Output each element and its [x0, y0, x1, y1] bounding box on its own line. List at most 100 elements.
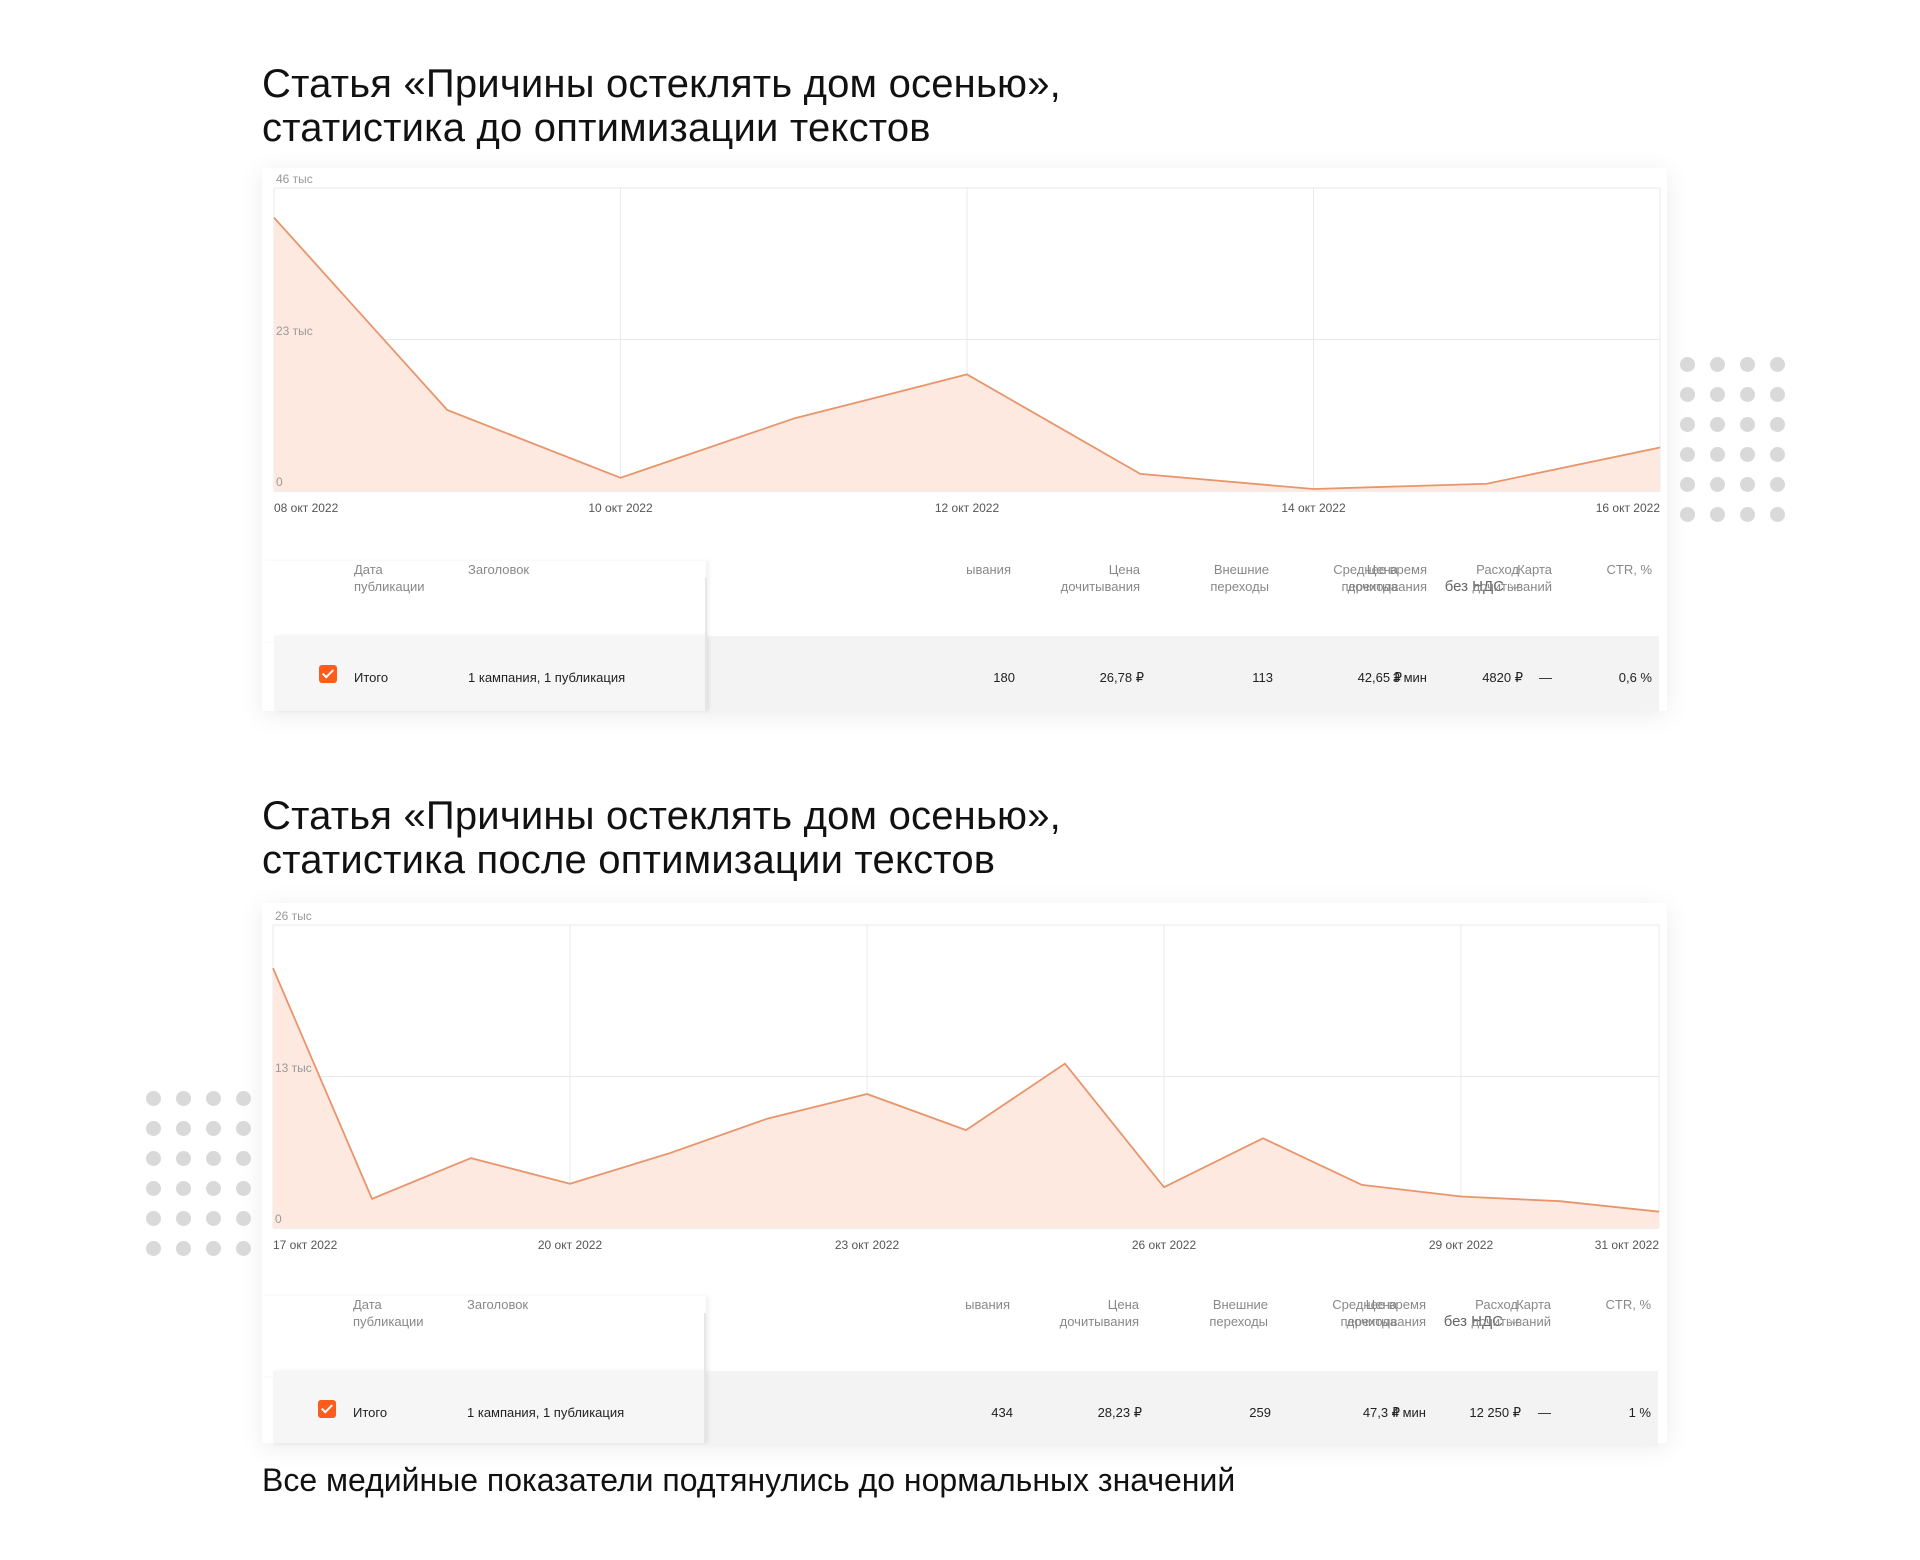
col-spend-header[interactable]: Расход без НДС: [1443, 1297, 1520, 1330]
x-tick-label: 20 окт 2022: [537, 1238, 603, 1252]
area-fill: [274, 217, 1660, 491]
decor-dot: [236, 1181, 251, 1196]
frozen-header: Дата публикации Заголовок: [262, 1296, 706, 1376]
totals-external: 259: [1249, 1405, 1271, 1420]
decor-dot: [1710, 417, 1725, 432]
decor-dot: [176, 1181, 191, 1196]
decor-dot: [1740, 507, 1755, 522]
y-tick-label: 13 тыс: [275, 1060, 312, 1075]
decor-dot: [1740, 357, 1755, 372]
title-line: статистика до оптимизации текстов: [262, 106, 931, 150]
col-reads-header: ывания: [965, 1297, 1010, 1312]
totals-spend: 4820 ₽: [1482, 670, 1523, 685]
col-external-header: Внешние переходы: [1209, 1297, 1268, 1329]
y-tick-label: 26 тыс: [275, 909, 312, 923]
decor-dot: [1770, 417, 1785, 432]
decor-dot: [1740, 417, 1755, 432]
decor-dot: [1770, 387, 1785, 402]
decor-dot: [1680, 387, 1695, 402]
decor-dot: [206, 1211, 221, 1226]
decor-dot: [1710, 477, 1725, 492]
decor-dot: [1710, 507, 1725, 522]
decor-dot: [146, 1241, 161, 1256]
decor-dot: [1680, 357, 1695, 372]
y-tick-label: 0: [276, 475, 283, 489]
decor-dot: [146, 1151, 161, 1166]
col-title-header: Заголовок: [467, 1297, 529, 1312]
decor-dot: [1770, 507, 1785, 522]
title-line: статистика после оптимизации текстов: [262, 838, 996, 882]
col-avg-time-header: Среднее время дочитывания: [1332, 1297, 1426, 1329]
col-ctr-header: CTR, %: [1605, 1297, 1652, 1312]
col-date-header: Дата публикации: [354, 562, 425, 594]
x-tick-label: 26 окт 2022: [1131, 1238, 1197, 1252]
decor-dot: [206, 1151, 221, 1166]
totals-external: 113: [1252, 670, 1273, 685]
chart-title-before: Статья «Причины остеклять дом осенью», с…: [262, 62, 1061, 150]
totals-label: Итого: [353, 1405, 388, 1420]
col-map-header: Карта дочитываний: [1471, 1297, 1551, 1329]
decor-dot: [1680, 507, 1695, 522]
totals-read-price: 28,23 ₽: [1097, 1405, 1142, 1420]
title-line: Статья «Причины остеклять дом осенью»,: [262, 62, 1061, 106]
decor-dot: [206, 1181, 221, 1196]
decor-dot: [146, 1121, 161, 1136]
col-click-price-header: Цена перехода: [1340, 1297, 1397, 1329]
totals-avg-time: 3 мин: [1392, 670, 1427, 685]
col-spend-header[interactable]: Расход без НДС: [1444, 562, 1521, 595]
x-tick-label: 23 окт 2022: [834, 1238, 900, 1252]
decor-dot: [146, 1211, 161, 1226]
col-title-header: Заголовок: [468, 562, 530, 577]
decor-dot: [1710, 357, 1725, 372]
y-tick-label: 0: [275, 1212, 282, 1226]
checkbox[interactable]: [318, 1400, 336, 1418]
col-ctr-header: CTR, %: [1606, 562, 1653, 577]
table-header: ывания Цена дочитывания Внешние переходы Ц…: [262, 1296, 1667, 1376]
totals-title: 1 кампания, 1 публикация: [467, 1405, 625, 1420]
totals-reads: 434: [991, 1405, 1013, 1420]
totals-map: —: [1538, 1405, 1551, 1420]
x-tick-label: 31 окт 2022: [1594, 1238, 1659, 1252]
col-date-header: Дата публикации: [353, 1297, 424, 1329]
footer-text: Все медийные показатели подтянулись до н…: [262, 1462, 1236, 1498]
col-click-price-header: Цена перехода: [1341, 562, 1398, 594]
col-external-header: Внешние переходы: [1210, 562, 1269, 594]
decor-dot: [1770, 357, 1785, 372]
decor-dot: [1680, 477, 1695, 492]
decor-dot: [1740, 447, 1755, 462]
decor-dot: [176, 1151, 191, 1166]
decor-dot: [1710, 387, 1725, 402]
col-read-price-header: Цена дочитывания: [1060, 562, 1140, 594]
totals-ctr: 0,6 %: [1618, 670, 1652, 685]
frozen-totals: Итого 1 кампания, 1 публикация: [274, 636, 706, 711]
stats-card-before: 0 23 тыс 46 тыс 08 окт 2022 10 окт 2022 12 ок…: [262, 168, 1667, 711]
x-tick-label: 08 окт 2022: [274, 501, 339, 515]
decor-dot: [1680, 447, 1695, 462]
col-map-header: Карта дочитываний: [1472, 562, 1552, 594]
col-read-price-header: Цена дочитывания: [1059, 1297, 1139, 1329]
x-tick-label: 29 окт 2022: [1428, 1238, 1494, 1252]
frozen-header: Дата публикации Заголовок: [262, 561, 706, 641]
decor-dot: [1740, 387, 1755, 402]
decor-dot: [236, 1211, 251, 1226]
totals-spend: 12 250 ₽: [1469, 1405, 1521, 1420]
decor-dot: [206, 1121, 221, 1136]
decor-dot: [146, 1181, 161, 1196]
totals-label: Итого: [354, 670, 389, 685]
frozen-totals: Итого 1 кампания, 1 публикация: [273, 1371, 705, 1443]
area-chart: [273, 187, 1661, 492]
area-chart: [272, 924, 1660, 1229]
decor-dot: [236, 1091, 251, 1106]
col-avg-time-header: Среднее время дочитывания: [1333, 562, 1427, 594]
decor-dot: [146, 1091, 161, 1106]
decor-dot: [176, 1121, 191, 1136]
totals-map: —: [1539, 670, 1552, 685]
decor-dot: [1710, 447, 1725, 462]
totals-avg-time: 4 мин: [1391, 1405, 1426, 1420]
chart-title-after: Статья «Причины остеклять дом осенью», с…: [262, 794, 1061, 882]
decor-dot: [176, 1211, 191, 1226]
y-tick-label: 46 тыс: [276, 172, 313, 186]
totals-read-price: 26,78 ₽: [1099, 670, 1144, 685]
checkbox[interactable]: [319, 665, 337, 683]
decor-dot: [1770, 447, 1785, 462]
